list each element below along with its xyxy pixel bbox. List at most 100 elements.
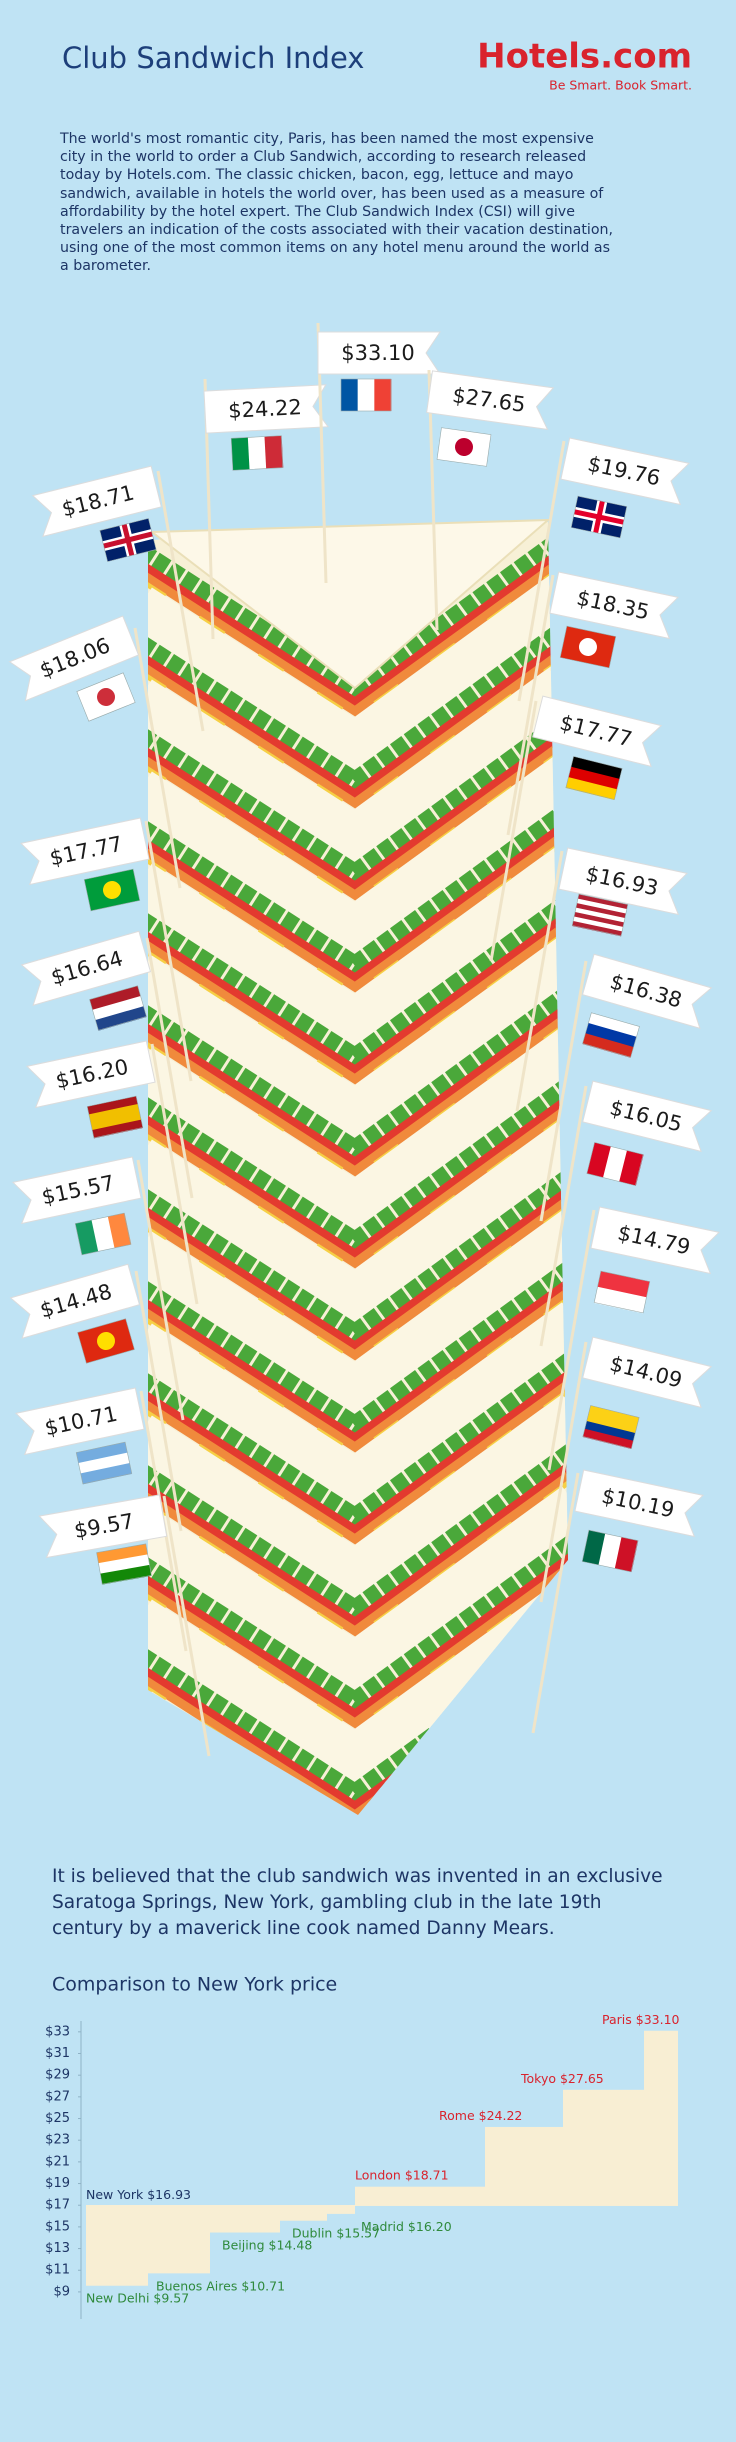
pennant-cloth: [560, 437, 691, 506]
city-name: Beijing: [222, 2237, 265, 2252]
flag-stripe: [603, 1146, 628, 1182]
flag-stripe: [95, 1006, 147, 1031]
step-bar: [563, 2089, 644, 2206]
flag-border: [86, 1095, 144, 1139]
toothpick: [162, 1495, 211, 1757]
flag-stripe: [80, 1463, 132, 1485]
flag-border: [559, 625, 617, 669]
city-price: $15.57: [336, 2225, 380, 2240]
pennant: $24.22: [203, 384, 329, 434]
flag-stripe: [92, 995, 144, 1021]
flag-stripe: [572, 920, 623, 937]
sandwich: [148, 522, 568, 1815]
flag-stripe: [574, 907, 625, 923]
country-flag: [99, 518, 157, 562]
bread: [148, 1210, 568, 1415]
city-price: $24.22: [479, 2107, 523, 2122]
history-text: It is believed that the club sandwich wa…: [52, 1866, 663, 1939]
price: $33.10: [341, 341, 414, 365]
pennant: $10.19: [574, 1469, 705, 1538]
flag-emblem: [579, 638, 597, 656]
flag-stripe: [584, 1420, 636, 1442]
country-flag: [340, 378, 392, 412]
city-price: $27.65: [560, 2070, 604, 2085]
country-flag: [436, 427, 492, 467]
chicken: [148, 823, 568, 993]
city-name: Dublin: [292, 2225, 332, 2240]
pennant-cloth: [11, 1156, 142, 1225]
country-flag: [230, 435, 284, 471]
toothpick: [156, 470, 205, 732]
bread: [148, 750, 568, 955]
y-tick-label: $19: [45, 2176, 70, 2191]
lettuce: [148, 1257, 568, 1436]
flag-stripe: [87, 1096, 138, 1115]
flag-border: [77, 1318, 135, 1364]
flag-border: [570, 495, 628, 539]
flag-stripe: [585, 1022, 637, 1048]
pennant: $16.38: [581, 953, 713, 1030]
flag-stripe: [357, 379, 375, 411]
flag-stripe: [597, 1271, 650, 1298]
lettuce: [148, 1073, 568, 1252]
flag-stripe: [582, 1428, 634, 1450]
city-label: Madrid $16.20: [361, 2218, 452, 2233]
step-bar: [86, 2205, 148, 2286]
flag-border: [571, 893, 629, 937]
flag-stripe: [107, 1213, 132, 1248]
tomato: [148, 630, 568, 800]
city-label: Paris $33.10: [602, 2011, 680, 2026]
step-bar: [485, 2126, 563, 2206]
pennant: $17.77: [532, 695, 663, 768]
toothpick: [515, 850, 564, 1112]
flag-border: [99, 518, 157, 562]
flag-stripe: [374, 379, 392, 411]
pennant-cloth: [574, 1469, 705, 1538]
y-tick-label: $33: [45, 2024, 70, 2039]
flag-stripe: [91, 1216, 115, 1252]
step-bar: [280, 2205, 327, 2221]
tomato: [148, 906, 568, 1076]
tomato: [148, 814, 568, 984]
country-flag: [83, 868, 141, 912]
chicken: [148, 1283, 568, 1453]
chart-title: Comparison to New York price: [52, 1974, 337, 1996]
country-flag: [565, 756, 623, 801]
toothpick: [531, 1472, 580, 1734]
lettuce: [148, 1441, 568, 1620]
city-price: $9.57: [153, 2290, 189, 2305]
pennant: $14.48: [9, 1263, 141, 1340]
tomato: [148, 1274, 568, 1444]
city-label: Beijing $14.48: [222, 2237, 312, 2252]
bread: [148, 1118, 568, 1323]
pennant: $18.71: [31, 465, 162, 538]
flag-stripe: [231, 437, 251, 471]
flag-border: [582, 1405, 640, 1449]
pennant: $15.57: [11, 1156, 142, 1225]
flag-stripe: [598, 1533, 622, 1569]
y-tick-label: $27: [45, 2089, 70, 2104]
y-tick-label: $11: [45, 2263, 70, 2278]
chicken: [148, 1467, 568, 1637]
bread: [148, 566, 568, 771]
chicken: [148, 1559, 568, 1729]
flag-border: [565, 756, 623, 800]
lettuce: [148, 981, 568, 1160]
city-label: Rome $24.22: [439, 2107, 522, 2122]
tomato: [148, 722, 568, 892]
toothpick: [150, 1043, 199, 1305]
y-tick-label: $25: [45, 2111, 70, 2126]
toothpick: [145, 937, 194, 1199]
chicken: [148, 731, 568, 901]
pennant-cloth: [582, 1336, 713, 1409]
country-flag: [593, 1270, 651, 1314]
country-flag: [75, 1441, 133, 1485]
pennant: $27.65: [426, 370, 555, 431]
country-flag: [74, 1212, 132, 1256]
city-price: $33.10: [636, 2011, 680, 2026]
city-label: New York $16.93: [86, 2186, 191, 2201]
pennant: $16.93: [558, 847, 689, 916]
toothpick: [144, 820, 193, 1082]
